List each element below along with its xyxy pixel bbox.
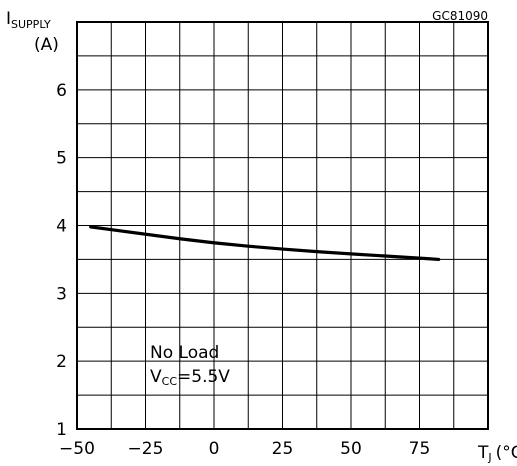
figure-code: GC81090 xyxy=(432,9,488,23)
x-tick-label-2: 0 xyxy=(209,439,220,459)
y-axis-label-main: I xyxy=(6,9,11,29)
annotation-line-2: VCC=5.5V xyxy=(150,367,230,388)
y-tick-label-4: 5 xyxy=(56,149,67,169)
x-tick-label-4: 50 xyxy=(340,439,362,459)
annotation: No Load VCC=5.5V xyxy=(150,343,230,388)
series-layer xyxy=(89,225,441,262)
y-axis-unit: (A) xyxy=(34,35,59,55)
x-tick-label-0: −50 xyxy=(59,439,95,459)
x-tick-label-3: 25 xyxy=(272,439,294,459)
y-tick-labels: 1 2 3 4 5 6 xyxy=(56,81,67,440)
y-tick-label-3: 4 xyxy=(56,217,67,237)
x-axis-unit: (°C) xyxy=(496,443,517,463)
x-axis-label-sub: J xyxy=(487,451,491,464)
y-axis-label-sub: SUPPLY xyxy=(11,18,51,31)
y-tick-label-5: 6 xyxy=(56,81,67,101)
annotation-line-1: No Load xyxy=(150,343,219,363)
series-line-0 xyxy=(89,225,441,262)
x-tick-label-5: 75 xyxy=(409,439,431,459)
y-axis-label: ISUPPLY xyxy=(6,9,51,31)
y-tick-label-2: 3 xyxy=(56,284,67,304)
y-tick-label-1: 2 xyxy=(56,352,67,372)
y-tick-label-0: 1 xyxy=(56,420,67,440)
x-tick-label-1: −25 xyxy=(128,439,164,459)
x-axis-label-main: T xyxy=(477,443,489,463)
annotation-vcc-sub: CC xyxy=(162,375,178,388)
annotation-vcc-value: =5.5V xyxy=(177,367,230,387)
plot-frame xyxy=(76,21,489,430)
x-tick-labels: −50 −25 0 25 50 75 xyxy=(59,439,430,459)
x-axis-label: TJ (°C) xyxy=(477,443,517,464)
annotation-vcc-main: V xyxy=(150,367,162,387)
grid xyxy=(76,21,489,430)
